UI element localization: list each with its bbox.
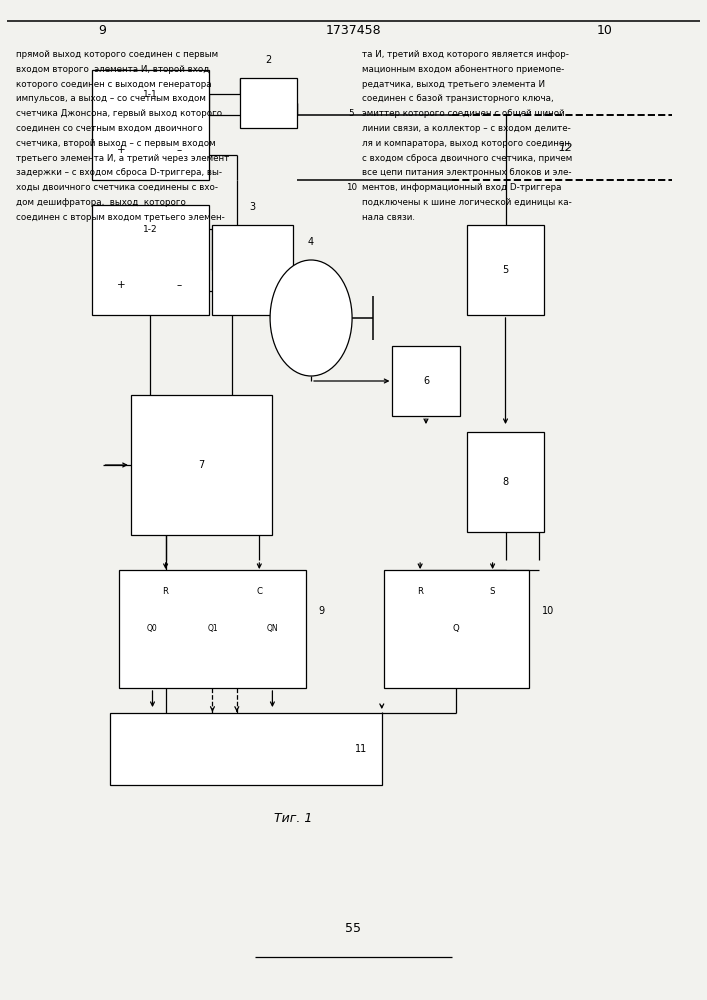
Text: +: + <box>117 280 125 290</box>
Text: счетчика, второй выход – с первым входом: счетчика, второй выход – с первым входом <box>16 139 215 148</box>
Text: 10: 10 <box>597 24 612 37</box>
Text: 11: 11 <box>356 744 368 754</box>
Text: ходы двоичного счетчика соединены с вхо-: ходы двоичного счетчика соединены с вхо- <box>16 183 218 192</box>
Text: Q: Q <box>453 624 460 634</box>
Text: 9: 9 <box>98 24 107 37</box>
Text: ля и компаратора, выход которого соединен: ля и компаратора, выход которого соедине… <box>362 139 570 148</box>
Text: все цепи питания электронных блоков и эле-: все цепи питания электронных блоков и эл… <box>362 168 571 177</box>
Text: та И, третий вход которого является инфор-: та И, третий вход которого является инфо… <box>362 50 569 59</box>
Text: +: + <box>117 145 125 155</box>
Bar <box>240 78 297 128</box>
Bar <box>119 570 306 688</box>
Text: –: – <box>177 145 182 155</box>
Text: C: C <box>257 587 262 596</box>
Text: нала связи.: нала связи. <box>362 213 415 222</box>
Text: редатчика, выход третьего элемента И: редатчика, выход третьего элемента И <box>362 80 545 89</box>
Text: Τиг. 1: Τиг. 1 <box>274 812 312 824</box>
Text: 5: 5 <box>349 109 354 118</box>
Text: –: – <box>177 280 182 290</box>
Text: 6: 6 <box>423 376 429 386</box>
Text: с входом сброса двоичного счетчика, причем: с входом сброса двоичного счетчика, прич… <box>362 154 572 163</box>
Text: прямой выход которого соединен с первым: прямой выход которого соединен с первым <box>16 50 218 59</box>
Text: мационным входом абонентного приемопе-: мационным входом абонентного приемопе- <box>362 65 564 74</box>
Text: соединен со счетным входом двоичного: соединен со счетным входом двоичного <box>16 124 202 133</box>
Text: которого соединен с выходом генератора: которого соединен с выходом генератора <box>16 80 211 89</box>
Text: 9: 9 <box>319 606 325 616</box>
Text: импульсов, а выход – со счетным входом: импульсов, а выход – со счетным входом <box>16 94 206 103</box>
Text: линии связи, а коллектор – с входом делите-: линии связи, а коллектор – с входом дели… <box>362 124 571 133</box>
Text: 2: 2 <box>266 55 271 65</box>
Text: R: R <box>417 587 423 596</box>
Text: 10: 10 <box>542 606 554 616</box>
Text: S: S <box>490 587 496 596</box>
Text: QN: QN <box>267 624 279 634</box>
Bar <box>92 70 209 180</box>
Text: 3: 3 <box>250 202 256 212</box>
Text: 10: 10 <box>346 183 357 192</box>
Text: счетчика Джонсона, гервый выход которого: счетчика Джонсона, гервый выход которого <box>16 109 222 118</box>
Text: эмиттер которого соединен с общей шиной: эмиттер которого соединен с общей шиной <box>362 109 565 118</box>
Text: входом второго  элемента И, второй вход: входом второго элемента И, второй вход <box>16 65 209 74</box>
Bar <box>110 713 382 785</box>
Circle shape <box>270 260 352 376</box>
Text: соединен с базой транзисторного ключа,: соединен с базой транзисторного ключа, <box>362 94 554 103</box>
Bar <box>92 205 209 315</box>
Text: подключены к шине логической единицы ка-: подключены к шине логической единицы ка- <box>362 198 572 207</box>
Bar <box>392 346 460 416</box>
Text: 8: 8 <box>503 477 508 487</box>
Bar <box>212 225 293 315</box>
Text: 1-2: 1-2 <box>143 225 158 234</box>
Text: 7: 7 <box>199 460 204 470</box>
Text: 12: 12 <box>559 143 573 153</box>
Text: задержки – с входом сброса D-триггера, вы-: задержки – с входом сброса D-триггера, в… <box>16 168 221 177</box>
Text: 1737458: 1737458 <box>326 24 381 37</box>
Text: 55: 55 <box>346 922 361 934</box>
Text: третьего элемента И, а третий через элемент: третьего элемента И, а третий через элем… <box>16 154 229 163</box>
Text: ментов, информационный вход D-триггера: ментов, информационный вход D-триггера <box>362 183 561 192</box>
Text: Q0: Q0 <box>147 624 158 634</box>
Bar <box>467 432 544 532</box>
Text: Q1: Q1 <box>207 624 218 634</box>
Text: соединен с вторым входом третьего элемен-: соединен с вторым входом третьего элемен… <box>16 213 224 222</box>
Bar <box>384 570 529 688</box>
Text: 1-1: 1-1 <box>143 90 158 99</box>
Text: R: R <box>163 587 168 596</box>
Bar <box>131 395 272 535</box>
Text: 4: 4 <box>308 237 314 247</box>
Text: дом дешифратора,  выход  которого: дом дешифратора, выход которого <box>16 198 185 207</box>
Bar <box>467 225 544 315</box>
Text: 5: 5 <box>503 265 508 275</box>
